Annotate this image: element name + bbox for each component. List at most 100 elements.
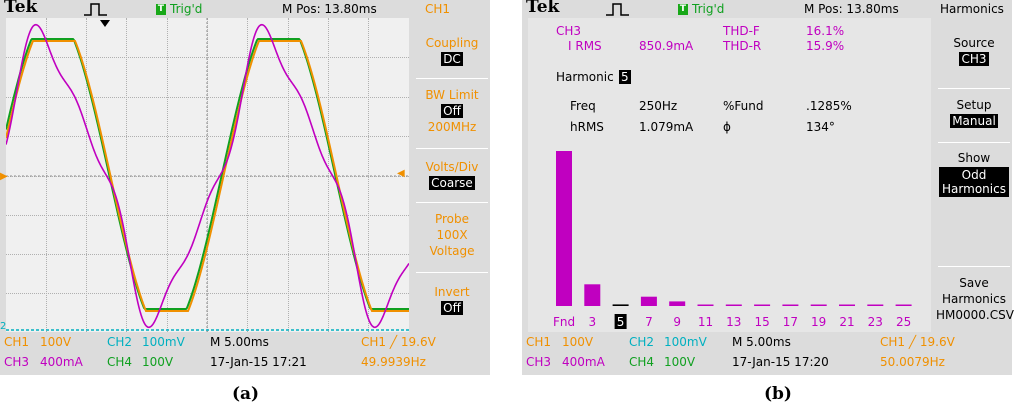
menu-setup[interactable]: Setup Manual: [950, 98, 998, 128]
harmonic-tick-Fnd: Fnd: [553, 315, 575, 329]
thd-f-label: THD-F: [723, 24, 760, 38]
ch1-label: CH1: [526, 335, 552, 349]
brand-logo: Tek: [526, 0, 560, 17]
harmonic-tick-25: 25: [896, 315, 911, 329]
harmonic-bar-13: [725, 304, 742, 306]
ch1-trace: [6, 40, 409, 312]
harmonics-screen: [528, 18, 931, 332]
harmonic-bar-7: [640, 296, 657, 306]
thd-f-value: 16.1%: [806, 24, 845, 38]
menu-source[interactable]: Source CH3: [953, 36, 995, 66]
frequency-readout: 49.9939Hz: [361, 355, 426, 369]
ch2-label: CH2: [107, 335, 133, 349]
source-channel: CH3: [556, 24, 582, 38]
menu-title: CH1: [425, 2, 451, 16]
trigger-icon: T: [678, 4, 688, 15]
waveform-screen: [6, 18, 409, 332]
harmonic-bar-25: [895, 304, 912, 306]
harmonic-bar-3: [584, 284, 601, 306]
ch3-trace: [6, 23, 409, 329]
menu-save-harmonics[interactable]: Save Harmonics HM0000.CSV: [936, 276, 1014, 322]
ch1-label: CH1: [4, 335, 30, 349]
harmonic-number[interactable]: 5: [619, 70, 631, 84]
hrms-label: hRMS: [570, 120, 604, 134]
caption-a: (a): [232, 384, 260, 404]
m-position: M Pos: 13.80ms: [282, 2, 377, 16]
ch4-scale: 100V: [142, 355, 174, 369]
i-rms-value: 850.9mA: [639, 39, 694, 53]
selected-harmonic-highlight: [614, 314, 627, 329]
harmonic-tick-13: 13: [726, 315, 741, 329]
phase-value: 134°: [806, 120, 835, 134]
menu-coupling[interactable]: Coupling DC: [425, 36, 479, 66]
harmonic-bar-19: [810, 304, 827, 306]
harmonic-tick-21: 21: [839, 315, 854, 329]
oscilloscope-panel-a: Tek T Trig'd M Pos: 13.80ms CH1: [0, 0, 490, 375]
timebase: M 5.00ms: [732, 335, 791, 349]
thd-r-value: 15.9%: [806, 39, 845, 53]
harmonic-tick-11: 11: [698, 315, 713, 329]
ch2-scale: 100mV: [664, 335, 707, 349]
ch2-scale: 100mV: [142, 335, 185, 349]
date-time: 17-Jan-15 17:21: [210, 355, 307, 369]
acquisition-run-icon: [84, 3, 107, 16]
fund-value: .1285%: [806, 99, 852, 113]
trigger-icon: T: [156, 4, 166, 15]
harmonic-tick-15: 15: [754, 315, 769, 329]
harmonic-bar-21: [839, 304, 855, 306]
menu-invert[interactable]: Invert Off: [434, 285, 470, 315]
freq-label: Freq: [570, 99, 596, 113]
ch3-scale: 400mA: [562, 355, 605, 369]
harmonics-bar-chart: Fnd 3 5 7 9 11 13 15 17 19 21 23 25: [553, 151, 912, 329]
harmonic-bar-23: [867, 304, 884, 306]
date-time: 17-Jan-15 17:20: [732, 355, 829, 369]
ch2-label: CH2: [629, 335, 655, 349]
trigger-status: T Trig'd: [678, 2, 725, 16]
harmonic-tick-17: 17: [783, 315, 798, 329]
ch3-scale: 400mA: [40, 355, 83, 369]
oscilloscope-panel-b: Tek T Trig'd M Pos: 13.80ms Harmonics CH3…: [522, 0, 1014, 375]
harmonic-tick-3: 3: [588, 315, 596, 329]
harmonic-tick-9: 9: [673, 315, 681, 329]
trigger-position-marker: [100, 20, 110, 27]
harmonic-tick-7: 7: [645, 315, 653, 329]
menu-title: Harmonics: [940, 2, 1004, 16]
ch1-ground-marker: ▶: [0, 171, 8, 182]
acquisition-run-icon: [606, 3, 629, 16]
menu-volts-div[interactable]: Volts/Div Coarse: [425, 160, 479, 190]
ch1-scale: 100V: [562, 335, 594, 349]
ch4-scale: 100V: [664, 355, 696, 369]
harmonic-label: Harmonic: [556, 70, 614, 84]
ch4-label: CH4: [629, 355, 655, 369]
ch3-label: CH3: [4, 355, 30, 369]
harmonic-bar-Fnd: [556, 151, 572, 306]
trigger-level-marker: ◀: [397, 168, 405, 179]
brand-logo: Tek: [4, 0, 38, 17]
menu-bw-limit[interactable]: BW Limit Off 200MHz: [425, 88, 479, 134]
menu-probe[interactable]: Probe 100X Voltage: [429, 212, 475, 258]
i-rms-label: I RMS: [568, 39, 602, 53]
caption-b: (b): [764, 384, 792, 404]
ch1-scale: 100V: [40, 335, 72, 349]
frequency-readout: 50.0079Hz: [880, 355, 945, 369]
ch2-ground-marker: 2: [0, 321, 7, 332]
waveform-plot: [6, 18, 409, 332]
harmonic-bar-17: [782, 304, 799, 306]
thd-r-label: THD-R: [723, 39, 762, 53]
harmonic-bar-15: [754, 304, 771, 306]
fund-label: %Fund: [723, 99, 764, 113]
ch4-trace: [6, 38, 409, 310]
freq-value: 250Hz: [639, 99, 678, 113]
harmonic-tick-5: 5: [617, 315, 625, 329]
harmonic-tick-19: 19: [811, 315, 826, 329]
harmonic-bar-9: [669, 301, 686, 306]
ch4-label: CH4: [107, 355, 133, 369]
trigger-status: T Trig'd: [156, 2, 203, 16]
harmonic-tick-23: 23: [868, 315, 883, 329]
trigger-setting: CH1 ╱ 19.6V: [361, 335, 436, 349]
ch3-label: CH3: [526, 355, 552, 369]
timebase: M 5.00ms: [210, 335, 269, 349]
m-position: M Pos: 13.80ms: [804, 2, 899, 16]
menu-show[interactable]: Show Odd Harmonics: [936, 151, 1012, 197]
phase-label: ϕ: [723, 120, 731, 134]
